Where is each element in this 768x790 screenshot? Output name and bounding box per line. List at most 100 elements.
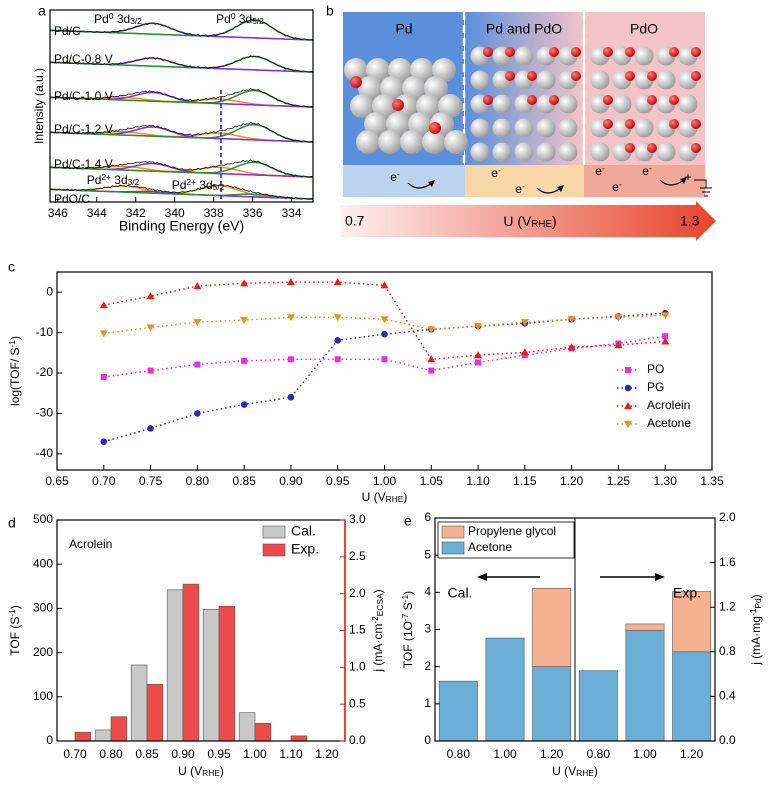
marker	[614, 341, 623, 349]
y-tick-label: -10	[36, 325, 54, 339]
text-run: 3/2	[128, 177, 140, 187]
marker	[475, 359, 482, 366]
y-axis-label: log(TOF/ S-1)	[7, 336, 22, 406]
o-atom	[691, 119, 701, 129]
x-tick-label: 0.80	[587, 747, 611, 761]
strip	[465, 165, 584, 197]
marker	[333, 314, 342, 322]
y-tick-label: 1.5	[349, 623, 366, 637]
x-tick-label: 1.00	[633, 747, 657, 761]
legend-swatch	[262, 543, 286, 557]
marker	[333, 278, 342, 286]
peak-label: Pd0 3d3/2	[94, 11, 142, 26]
marker	[286, 314, 295, 322]
x-tick-label: 0.70	[92, 474, 116, 488]
arrow-head	[557, 185, 564, 192]
pd-atom	[492, 94, 512, 114]
panel-label: c	[8, 259, 15, 275]
marker	[241, 357, 248, 364]
x-tick-label: 1.00	[243, 747, 267, 761]
marker	[99, 301, 108, 309]
text-run: )	[8, 336, 22, 340]
text-run: -	[397, 169, 400, 179]
o-atom	[549, 95, 559, 105]
legend-label: Acetone	[647, 416, 691, 430]
pd-atom	[380, 76, 404, 100]
o-atom	[669, 119, 679, 129]
text-run: -1	[748, 608, 758, 616]
bar	[146, 683, 164, 742]
pd-atom	[444, 130, 468, 154]
y-axis-label: TOF (1O-7 S-1)	[400, 591, 415, 668]
text-run: RHE	[202, 768, 220, 778]
pd-atom	[422, 130, 446, 154]
text-run: 5/2	[213, 182, 225, 192]
text-run: -	[522, 181, 525, 191]
marker	[100, 374, 107, 381]
x-tick-label: 344	[87, 206, 107, 220]
spectrum-label: Pd/C-1.0 V	[54, 89, 113, 103]
axis-label: U (VRHE)	[503, 213, 556, 230]
marker	[147, 425, 154, 432]
pd-atom	[590, 142, 610, 162]
marker	[427, 326, 436, 334]
y-tick-label: -20	[36, 365, 54, 379]
x-tick-label: 1.30	[654, 474, 678, 488]
y-tick-label: 5	[424, 547, 431, 561]
marker	[624, 384, 632, 392]
text-run: U (V	[503, 213, 532, 229]
pd-atom	[492, 118, 512, 138]
text-run: RHE	[576, 768, 594, 778]
pd-atom	[470, 142, 490, 162]
text-run: )	[371, 589, 385, 593]
o-atom	[350, 76, 362, 88]
o-atom	[571, 71, 581, 81]
text-run: -1	[7, 340, 17, 348]
bar-segment	[532, 666, 572, 742]
bar	[290, 735, 308, 742]
x-axis-label: U (VRHE)	[362, 490, 408, 504]
y-tick-label: 0	[46, 733, 53, 747]
bar-segment	[672, 591, 712, 653]
y-tick-label: 0.0	[719, 733, 736, 747]
text-run: Pd	[216, 12, 231, 26]
x-tick-label: 0.95	[207, 747, 231, 761]
text-run: )	[594, 764, 598, 778]
bar-segment	[532, 587, 572, 667]
pd-atom	[344, 58, 368, 82]
pd-atom	[514, 46, 534, 66]
x-tick-label: 1.00	[373, 474, 397, 488]
marker	[334, 336, 342, 344]
pd-atom	[536, 118, 556, 138]
marker	[194, 410, 201, 417]
x-tick-label: 0.95	[326, 474, 350, 488]
marker	[520, 319, 529, 327]
marker	[567, 316, 576, 324]
text-run: )	[403, 490, 407, 504]
peak-label: Pd2+ 3d3/2	[87, 172, 140, 187]
marker	[567, 343, 576, 351]
pd-atom	[656, 70, 676, 90]
o-atom	[483, 47, 493, 57]
pd-atom	[424, 76, 448, 100]
text-run: RHE	[386, 494, 404, 504]
peak-label: Pd2+ 3d5/2	[172, 177, 225, 192]
text-run: -	[649, 163, 652, 173]
marker	[286, 278, 295, 286]
y-tick-label: 0	[424, 733, 431, 747]
pd-atom	[558, 142, 578, 162]
pd-atom	[470, 70, 490, 90]
pd-atom	[470, 118, 490, 138]
o-atom	[625, 47, 635, 57]
x-tick-label: 0.90	[171, 747, 195, 761]
peak-label: Pd0 3d5/2	[216, 11, 264, 26]
bar	[202, 608, 220, 742]
electron-label: e-	[515, 181, 525, 196]
arrow-head	[655, 573, 665, 581]
spectrum-label: Pd/C	[54, 24, 81, 38]
text-run: U (V	[552, 764, 576, 778]
panel-label: a	[38, 3, 46, 19]
text-run: -1	[400, 594, 410, 602]
text-run: log(TOF/ S	[8, 347, 22, 405]
